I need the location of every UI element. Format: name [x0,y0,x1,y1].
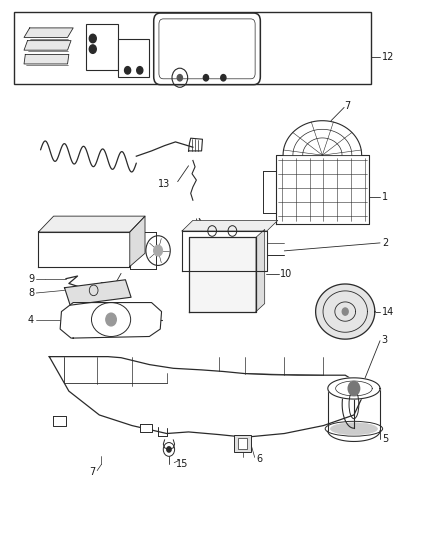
Circle shape [106,313,116,326]
Bar [238,438,247,449]
Text: 5: 5 [382,434,388,444]
Ellipse shape [330,423,378,435]
Text: 7: 7 [89,467,95,477]
Text: 11: 11 [204,222,216,232]
Bar [234,435,251,452]
Text: 3: 3 [382,335,388,345]
Circle shape [167,447,171,452]
Polygon shape [316,284,375,339]
Polygon shape [24,28,73,37]
Bar [117,38,149,77]
Polygon shape [53,416,66,425]
Text: 6: 6 [256,454,262,464]
Polygon shape [188,237,256,312]
Polygon shape [130,216,145,266]
Polygon shape [256,229,265,312]
Polygon shape [140,424,152,432]
Circle shape [89,45,96,53]
Text: 7: 7 [99,281,106,292]
Polygon shape [49,357,363,437]
Text: 15: 15 [176,459,188,469]
Circle shape [342,308,348,315]
Polygon shape [276,155,369,224]
Circle shape [177,75,183,81]
Text: 10: 10 [280,270,292,279]
Text: 4: 4 [28,314,34,325]
Text: 8: 8 [28,288,34,298]
Polygon shape [64,280,131,305]
Polygon shape [24,41,71,50]
Text: 12: 12 [382,52,394,62]
Text: 9: 9 [28,273,34,284]
Polygon shape [182,220,278,231]
FancyBboxPatch shape [154,13,260,85]
Circle shape [154,245,162,256]
Polygon shape [276,120,369,155]
Polygon shape [182,231,267,271]
Text: 7: 7 [344,101,350,111]
Circle shape [348,382,360,395]
Bar [14,12,371,84]
Polygon shape [24,54,69,64]
Polygon shape [39,216,145,232]
Text: 1: 1 [382,191,388,201]
Circle shape [203,75,208,81]
Circle shape [137,67,143,74]
Circle shape [124,67,131,74]
Text: 13: 13 [158,179,170,189]
Polygon shape [60,303,162,338]
Circle shape [89,34,96,43]
Polygon shape [39,232,130,266]
Bar [86,23,117,70]
Polygon shape [328,378,380,399]
FancyBboxPatch shape [159,19,255,79]
Text: 2: 2 [382,238,388,248]
Text: 14: 14 [382,306,394,317]
Circle shape [221,75,226,81]
